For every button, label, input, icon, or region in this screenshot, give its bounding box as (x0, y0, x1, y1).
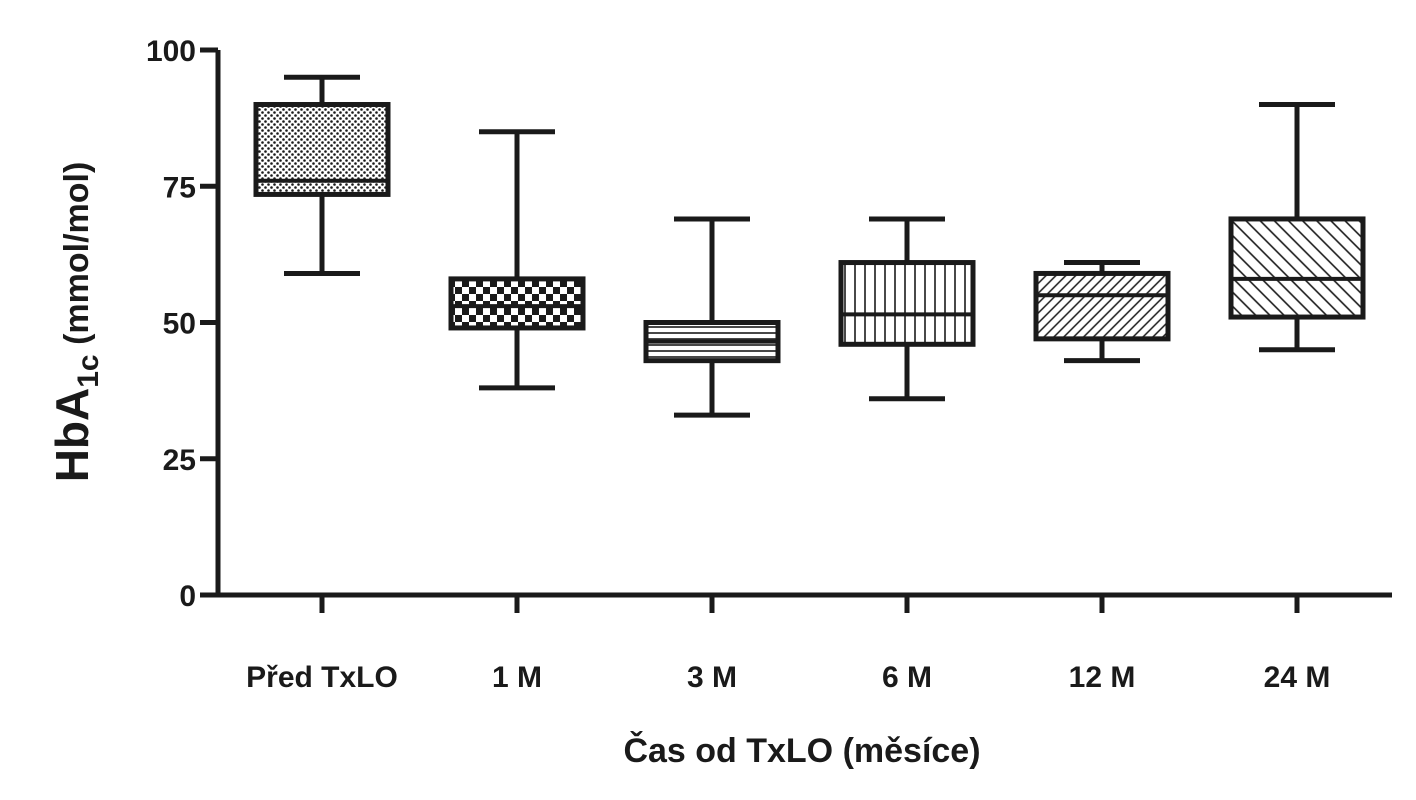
y-tick-label: 0 (179, 580, 196, 613)
box-1 (253, 74, 391, 276)
y-axis: 0 25 50 75 100 (146, 35, 221, 613)
box-4 (838, 216, 976, 402)
x-axis-title: Čas od TxLO (měsíce) (623, 731, 980, 770)
y-axis-title-rest: (mmol/mol) (58, 162, 96, 355)
y-axis-title-subscript: 1c (72, 354, 105, 387)
y-tick-label: 50 (163, 308, 196, 341)
x-tick-label: 12 M (1069, 661, 1136, 694)
box-5 (1033, 260, 1171, 364)
y-tick-label: 75 (163, 171, 196, 204)
box-iqr (1228, 216, 1366, 320)
x-tick-label: 24 M (1264, 661, 1331, 694)
x-tick-label: 3 M (687, 661, 737, 694)
x-axis: Před TxLO 1 M 3 M 6 M 12 M 24 M (216, 592, 1392, 694)
x-tick-label: 1 M (492, 661, 542, 694)
box-3 (643, 216, 781, 418)
y-axis-title-main: HbA (46, 388, 98, 483)
box-iqr (838, 260, 976, 347)
x-tick-label: Před TxLO (246, 661, 398, 694)
x-tick-label: 6 M (882, 661, 932, 694)
box-6 (1228, 102, 1366, 353)
box-iqr (448, 276, 586, 331)
y-axis-title: HbA1c (mmol/mol) (46, 162, 105, 483)
y-tick-label: 100 (146, 35, 196, 68)
y-tick-label: 25 (163, 444, 196, 477)
boxes-group (253, 74, 1366, 418)
box-iqr (1033, 270, 1171, 342)
box-2 (448, 129, 586, 391)
